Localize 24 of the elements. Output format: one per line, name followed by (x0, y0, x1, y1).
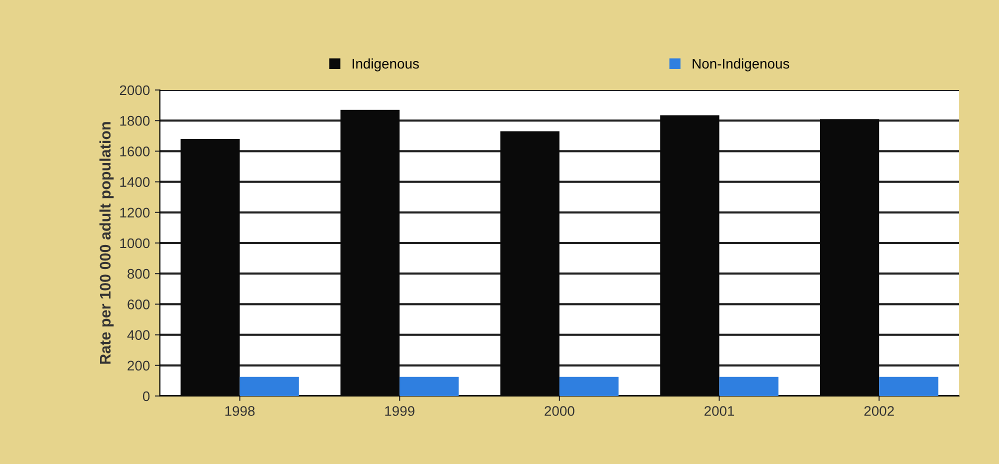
bar (719, 376, 778, 396)
y-tick-label: 1000 (120, 238, 150, 248)
legend-label: Indigenous (352, 58, 419, 72)
x-tick-label: 2002 (864, 406, 894, 416)
bar (879, 376, 938, 396)
y-tick-label: 800 (128, 268, 150, 279)
y-axis-title: Rate per 100 000 adult population (99, 122, 114, 364)
y-tick-label: 0 (142, 391, 150, 402)
y-tick-label: 1200 (120, 208, 150, 218)
x-tick-label: 2000 (544, 406, 574, 416)
legend-label: Non-Indigenous (692, 58, 790, 72)
x-tick-label: 1998 (225, 406, 255, 416)
y-tick-label: 1600 (120, 146, 150, 156)
y-tick-label: 200 (128, 360, 150, 371)
y-tick-label: 2000 (120, 85, 150, 96)
y-tick-label: 600 (128, 300, 150, 310)
y-tick-label: 1800 (120, 116, 150, 126)
y-tick-label: 400 (127, 330, 150, 340)
y-tick-label: 1400 (120, 177, 150, 187)
bar (400, 376, 459, 396)
x-tick-label: 1999 (385, 406, 414, 416)
x-tick-label: 2001 (704, 406, 734, 416)
bar (559, 376, 619, 396)
bar (240, 376, 299, 396)
